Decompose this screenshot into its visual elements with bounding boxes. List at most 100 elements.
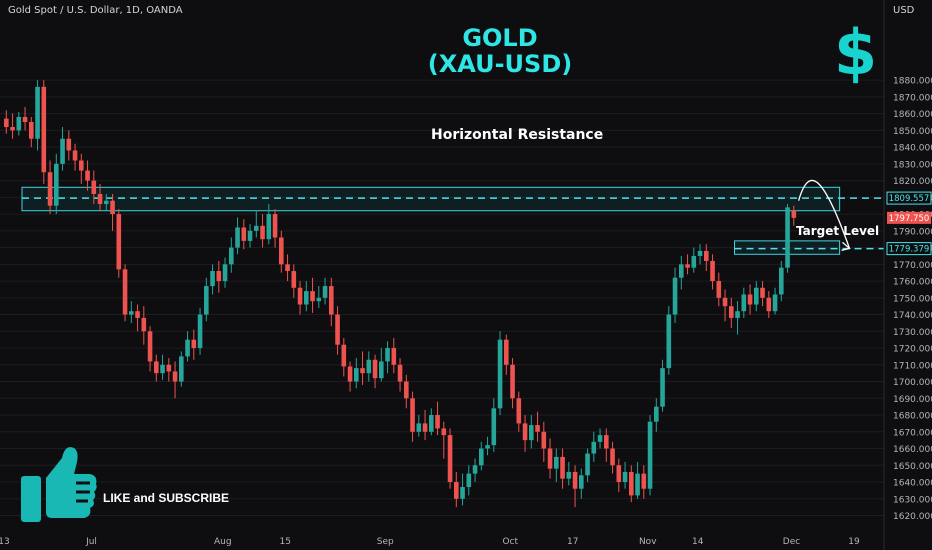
x-tick-label: Aug: [214, 537, 232, 547]
candle-body: [672, 277, 678, 315]
candle-body: [104, 200, 109, 205]
x-tick-label: 19: [848, 537, 860, 547]
y-tick-label: 1660.000: [893, 445, 932, 455]
candle-body: [504, 339, 509, 365]
candle-body: [560, 456, 565, 479]
candle-body: [691, 255, 697, 268]
candle-body: [472, 465, 478, 474]
candle-body: [391, 348, 397, 365]
candle-body: [322, 286, 328, 298]
candle-body: [535, 425, 540, 432]
candle-body: [416, 423, 422, 432]
y-tick-label: 1750.000: [893, 294, 932, 304]
candle-body: [585, 453, 590, 476]
candle-body: [97, 193, 103, 205]
y-tick-label: 1850.000: [893, 127, 932, 137]
y-tick-label: 1880.000: [893, 77, 932, 87]
candle-body: [429, 415, 434, 432]
price-label-text: 1779.379: [889, 245, 930, 255]
candle-body: [341, 344, 347, 367]
candle-body: [510, 364, 515, 399]
candle-body: [66, 138, 72, 151]
candle-body: [466, 473, 472, 488]
candle-body: [754, 287, 759, 305]
price-label-text: 1809.557: [889, 194, 930, 204]
grid-lines: [0, 79, 884, 516]
currency-label: USD: [893, 5, 915, 16]
candle-body: [304, 291, 309, 305]
price-axis: 1620.000 1630.000 1640.000 1650.000 1660.000…: [893, 77, 932, 522]
candle-body: [529, 425, 534, 441]
projection-arrow: [798, 179, 851, 249]
y-tick-label: 1620.000: [893, 512, 932, 522]
candle-body: [679, 264, 684, 278]
y-tick-label: 1650.000: [893, 462, 932, 472]
candle-body: [760, 287, 765, 298]
candle-body: [122, 269, 128, 315]
candle-body: [641, 473, 647, 489]
x-tick-label: 14: [692, 537, 704, 547]
candle-body: [716, 281, 722, 298]
candle-body: [10, 127, 15, 131]
candle-body: [735, 311, 740, 318]
candle-body: [47, 172, 53, 206]
x-tick-label: Dec: [783, 537, 800, 547]
candle-body: [85, 170, 90, 181]
candle-body: [454, 482, 459, 499]
candle-body: [604, 435, 609, 449]
y-tick-label: 1640.000: [893, 479, 932, 489]
price-label: 1797.750: [887, 211, 931, 224]
y-tick-label: 1700.000: [893, 378, 932, 388]
candle-body: [516, 398, 522, 424]
y-tick-label: 1670.000: [893, 428, 932, 438]
y-tick-label: 1690.000: [893, 395, 932, 405]
candle-body: [254, 225, 259, 231]
candle-body: [210, 271, 215, 287]
candle-body: [579, 475, 584, 489]
candle-body: [410, 398, 415, 432]
x-tick-label: Sep: [377, 537, 394, 547]
price-label-box: [886, 191, 932, 205]
candle-body: [116, 214, 122, 270]
price-label-box: [887, 211, 931, 224]
candle-body: [779, 267, 784, 295]
candle-body: [60, 138, 65, 164]
candle-body: [247, 230, 253, 241]
candle-body: [229, 247, 234, 265]
y-tick-label: 1840.000: [893, 144, 932, 154]
candle-body: [54, 163, 59, 206]
y-tick-label: 1820.000: [893, 177, 932, 187]
title-line-2: (XAU-USD): [427, 50, 573, 78]
candle-body: [191, 339, 197, 349]
resistance-label: Horizontal Resistance: [431, 127, 604, 143]
candle-body: [435, 415, 440, 429]
candle-body: [22, 116, 28, 122]
candle-body: [16, 116, 22, 131]
target-label: Target Level: [796, 224, 880, 238]
candle-body: [179, 356, 184, 382]
x-tick-label: 17: [567, 537, 578, 547]
candle-body: [204, 286, 209, 315]
candle-body: [447, 435, 453, 483]
candle-body: [335, 314, 340, 345]
candle-body: [741, 294, 747, 312]
candle-body: [135, 311, 140, 318]
candle-body: [79, 160, 84, 171]
zone-box: [21, 186, 841, 212]
candle-body: [291, 271, 297, 288]
candle-body: [597, 435, 603, 442]
candle-body: [379, 361, 384, 379]
candle-body: [729, 306, 734, 318]
candle-body: [279, 237, 284, 265]
candle-body: [129, 311, 134, 315]
candle-body: [35, 86, 40, 139]
candle-body: [147, 331, 153, 362]
arrow-head: [841, 241, 851, 252]
candle-body: [460, 487, 465, 499]
candle-body: [610, 448, 615, 466]
candle-body: [722, 297, 728, 307]
candle-body: [547, 448, 553, 469]
candle-body: [566, 471, 572, 479]
